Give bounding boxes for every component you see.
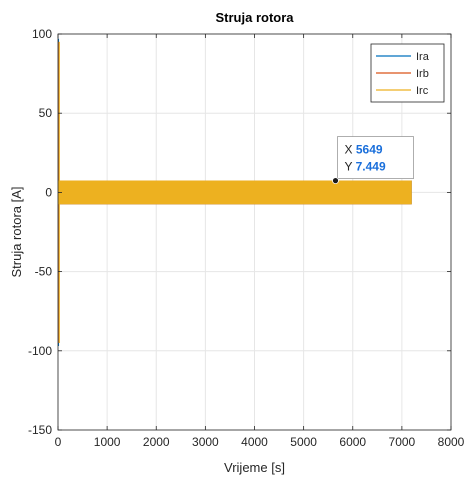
datatip-x-readout: X 5649 <box>345 143 383 157</box>
y-tick-label: 50 <box>39 106 53 120</box>
x-tick-label: 5000 <box>290 435 317 449</box>
y-tick-label: 100 <box>32 27 52 41</box>
legend-item-irb[interactable]: Irb <box>376 68 429 80</box>
x-tick-label: 3000 <box>192 435 219 449</box>
y-axis-label: Struja rotora [A] <box>9 186 24 277</box>
legend-item-ira[interactable]: Ira <box>376 51 430 63</box>
datatip-y-value: 7.449 <box>356 160 386 174</box>
datatip-y-readout: Y 7.449 <box>345 160 386 174</box>
x-tick-label: 8000 <box>438 435 465 449</box>
x-tick-label: 4000 <box>241 435 268 449</box>
x-axis: 0 1000 2000 3000 4000 5000 6000 7000 8000 <box>55 34 465 449</box>
series-oscillation-band <box>58 180 412 205</box>
legend[interactable]: Ira Irb Irc <box>370 43 445 103</box>
datatip-y-key: Y <box>345 160 356 174</box>
chart-title: Struja rotora <box>215 10 294 25</box>
legend-item-irc[interactable]: Irc <box>376 85 429 97</box>
datatip-box <box>337 136 414 180</box>
x-tick-label: 1000 <box>94 435 121 449</box>
legend-label: Irb <box>416 68 429 80</box>
x-axis-label: Vrijeme [s] <box>224 460 285 475</box>
x-tick-label: 7000 <box>389 435 416 449</box>
y-tick-label: 0 <box>45 185 52 199</box>
datatip-x-value: 5649 <box>356 143 383 157</box>
x-tick-label: 0 <box>55 435 62 449</box>
y-tick-label: -150 <box>28 423 52 437</box>
y-tick-label: -100 <box>28 344 52 358</box>
datatip-x-key: X <box>345 143 356 157</box>
x-tick-label: 6000 <box>339 435 366 449</box>
datatip-marker[interactable] <box>332 177 339 185</box>
legend-label: Irc <box>416 85 429 97</box>
series-group <box>57 38 412 347</box>
y-tick-label: -50 <box>35 265 53 279</box>
y-axis: -150 -100 -50 0 50 100 <box>28 27 451 437</box>
legend-label: Ira <box>416 51 430 63</box>
x-tick-label: 2000 <box>143 435 170 449</box>
